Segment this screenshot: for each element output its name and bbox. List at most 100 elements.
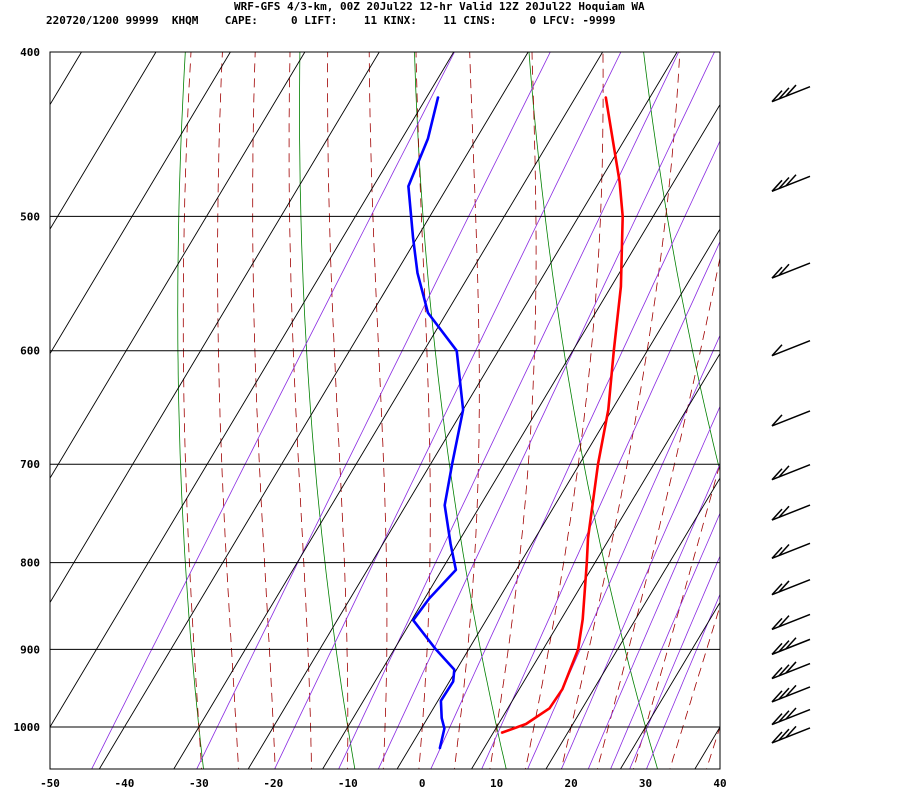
- temperature-profile: [500, 96, 624, 735]
- moist-adiabat: [669, 604, 720, 769]
- moist-adiabat: [217, 52, 239, 769]
- barb-staff: [771, 662, 811, 680]
- mixing-ratio-line: [646, 593, 720, 769]
- dry-adiabat: [528, 52, 658, 769]
- profile-point: [416, 272, 419, 274]
- mixing-ratio-line: [629, 555, 720, 769]
- moist-adiabat: [706, 725, 720, 769]
- isotherm: [545, 477, 720, 769]
- barb-flag: [778, 544, 790, 557]
- barb-flag: [778, 710, 790, 723]
- mixing-ratio-line: [338, 52, 680, 769]
- barb-flag: [771, 546, 783, 559]
- profile-point: [412, 619, 414, 621]
- mixing-ratio-line: [274, 52, 622, 769]
- dry-adiabat: [643, 52, 720, 473]
- dry-adiabat: [746, 0, 900, 777]
- barb-flag: [771, 179, 783, 192]
- wind-barb: [771, 684, 811, 703]
- moist-adiabat: [560, 52, 681, 769]
- mixing-ratio-line: [377, 52, 715, 769]
- wind-barb: [771, 542, 811, 560]
- y-tick-label: 1000: [14, 721, 41, 734]
- mixing-ratio-line: [481, 240, 720, 769]
- x-tick-label: -10: [338, 777, 358, 790]
- moist-adiabat: [741, 0, 900, 777]
- barb-flag: [785, 684, 797, 697]
- barb-flag: [771, 414, 783, 427]
- profile-point: [586, 562, 588, 564]
- barb-flag: [778, 465, 790, 478]
- mixing-ratio-line: [430, 140, 720, 769]
- profile-point: [607, 409, 609, 411]
- profile-point: [407, 185, 409, 187]
- x-tick-label: -40: [115, 777, 135, 790]
- moist-adiabat: [288, 52, 312, 769]
- x-tick-label: 10: [490, 777, 503, 790]
- profile-point: [443, 727, 445, 730]
- barb-staff: [771, 464, 811, 481]
- isotherm: [247, 52, 678, 769]
- profile-point: [428, 598, 430, 600]
- mixing-ratio-line: [610, 512, 720, 769]
- profile-point: [613, 350, 615, 352]
- barb-flag: [771, 508, 783, 521]
- barb-staff: [771, 686, 811, 703]
- profile-point: [453, 669, 455, 671]
- mixing-ratio-line: [196, 52, 551, 769]
- wind-barb: [771, 707, 811, 726]
- profile-point: [619, 181, 621, 183]
- moist-adiabat: [327, 52, 349, 769]
- isotherm: [50, 52, 380, 604]
- profile-point: [561, 688, 564, 690]
- barb-flag: [785, 84, 797, 97]
- barb-flag: [778, 505, 790, 518]
- wind-barb: [771, 637, 811, 656]
- moist-adiabat: [489, 52, 537, 769]
- wind-barb: [771, 579, 811, 596]
- moist-adiabat: [633, 462, 720, 769]
- barb-flag: [771, 667, 783, 680]
- moist-adiabat: [252, 52, 276, 769]
- profile-point: [451, 463, 453, 465]
- barb-flag: [771, 583, 783, 596]
- dry-adiabat: [857, 0, 900, 777]
- barb-flag: [778, 87, 790, 100]
- profile-point: [450, 543, 452, 545]
- profile-point: [440, 700, 442, 702]
- barb-flag: [771, 731, 783, 744]
- wind-barb: [771, 661, 811, 680]
- barb-flag: [771, 266, 783, 279]
- barb-staff: [771, 262, 811, 279]
- profile-point: [427, 138, 429, 140]
- isotherm: [322, 103, 720, 769]
- barb-flag: [778, 664, 790, 677]
- profile-point: [525, 723, 527, 725]
- barb-flag: [778, 687, 790, 700]
- wind-barb: [771, 504, 811, 521]
- profile-point: [444, 504, 446, 506]
- profile-point: [435, 648, 437, 651]
- barb-flag: [778, 177, 790, 190]
- plot-frame: [49, 51, 721, 770]
- barb-flag: [771, 90, 783, 103]
- barb-staff: [771, 708, 811, 726]
- y-tick-label: 900: [20, 643, 40, 656]
- moist-adiabat: [368, 52, 388, 769]
- barb-flag: [778, 728, 790, 741]
- profile-point: [462, 409, 464, 411]
- barb-staff: [771, 175, 811, 193]
- barb-staff: [771, 85, 811, 103]
- barb-flag: [771, 713, 783, 726]
- isotherm: [50, 52, 231, 355]
- moist-adiabat: [525, 52, 604, 769]
- wind-barb: [771, 725, 811, 744]
- moist-adiabat: [596, 255, 720, 769]
- barb-flag: [785, 174, 797, 187]
- background-lines: [50, 0, 900, 777]
- barb-flag: [778, 263, 790, 276]
- profile-point: [620, 286, 622, 288]
- profile-point: [452, 680, 454, 683]
- x-tick-label: -30: [189, 777, 209, 790]
- barb-flag: [778, 615, 790, 628]
